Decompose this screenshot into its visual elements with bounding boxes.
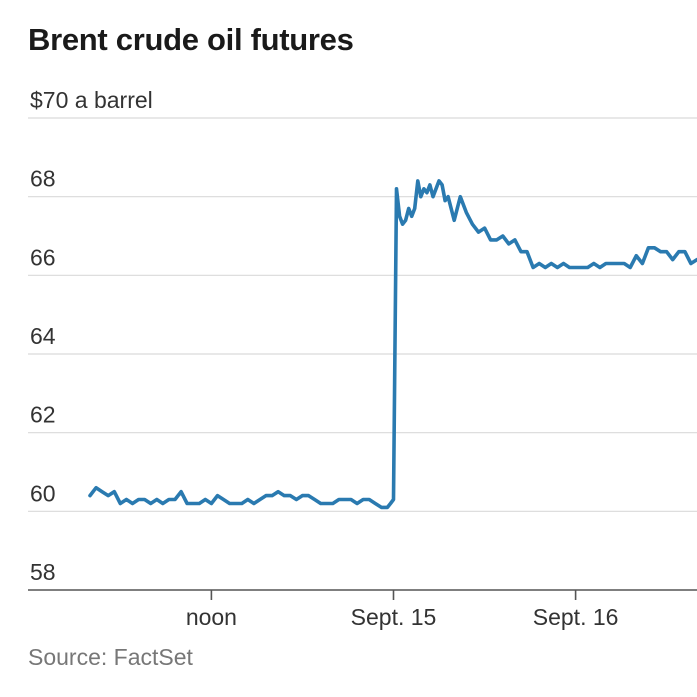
chart-title: Brent crude oil futures: [28, 22, 354, 57]
source-note: Source: FactSet: [28, 644, 193, 670]
gridlines: [28, 117, 697, 591]
y-tick-label: 60: [30, 480, 56, 506]
y-tick-label: 66: [30, 244, 56, 270]
y-tick-label: 68: [30, 166, 56, 192]
x-axis-ticks: noon Sept. 15 Sept. 16: [186, 590, 619, 630]
x-tick-label: Sept. 16: [533, 604, 619, 630]
y-tick-label: 64: [30, 323, 56, 349]
x-tick-label: noon: [186, 604, 237, 630]
y-tick-label: 58: [30, 559, 56, 585]
x-tick-label: Sept. 15: [351, 604, 437, 630]
y-tick-label: $70 a barrel: [30, 87, 153, 113]
y-axis-tick-labels: $70 a barrel 68 66 64 62 60 58: [30, 87, 153, 585]
y-tick-label: 62: [30, 402, 56, 428]
series-line-brent: [88, 179, 697, 510]
